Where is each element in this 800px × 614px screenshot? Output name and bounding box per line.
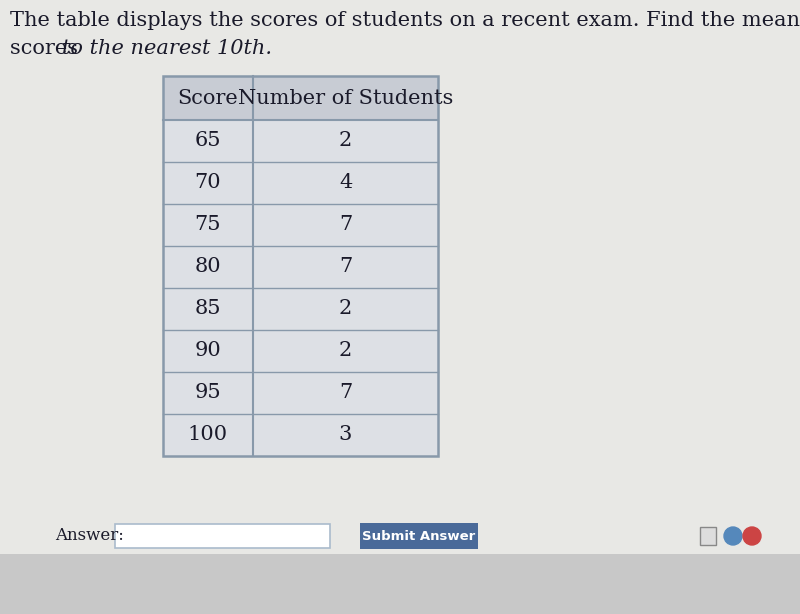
Text: 90: 90 bbox=[194, 341, 222, 360]
Bar bbox=[163, 76, 438, 456]
Text: 2: 2 bbox=[339, 341, 352, 360]
Text: 100: 100 bbox=[188, 426, 228, 445]
Text: 3: 3 bbox=[339, 426, 352, 445]
Text: 65: 65 bbox=[194, 131, 222, 150]
Text: to the nearest 10th.: to the nearest 10th. bbox=[62, 39, 272, 58]
Text: 7: 7 bbox=[339, 257, 352, 276]
Bar bbox=[115, 524, 330, 548]
Text: 95: 95 bbox=[194, 384, 222, 403]
Text: Answer:: Answer: bbox=[55, 527, 124, 545]
Text: 2: 2 bbox=[339, 131, 352, 150]
Text: 75: 75 bbox=[194, 216, 222, 235]
Bar bbox=[360, 523, 478, 549]
Text: 4: 4 bbox=[339, 174, 352, 193]
Text: 80: 80 bbox=[194, 257, 222, 276]
Text: The table displays the scores of students on a recent exam. Find the mean of the: The table displays the scores of student… bbox=[10, 11, 800, 30]
Circle shape bbox=[743, 527, 761, 545]
Text: scores: scores bbox=[10, 39, 85, 58]
Circle shape bbox=[724, 527, 742, 545]
Text: 85: 85 bbox=[194, 300, 222, 319]
Text: 7: 7 bbox=[339, 384, 352, 403]
Text: 7: 7 bbox=[339, 216, 352, 235]
Text: Score: Score bbox=[178, 88, 238, 107]
Text: 2: 2 bbox=[339, 300, 352, 319]
Text: Number of Students: Number of Students bbox=[238, 88, 453, 107]
Bar bbox=[700, 527, 716, 545]
Bar bbox=[163, 76, 438, 456]
Text: 70: 70 bbox=[194, 174, 222, 193]
Text: Submit Answer: Submit Answer bbox=[362, 529, 476, 543]
Bar bbox=[163, 76, 438, 120]
